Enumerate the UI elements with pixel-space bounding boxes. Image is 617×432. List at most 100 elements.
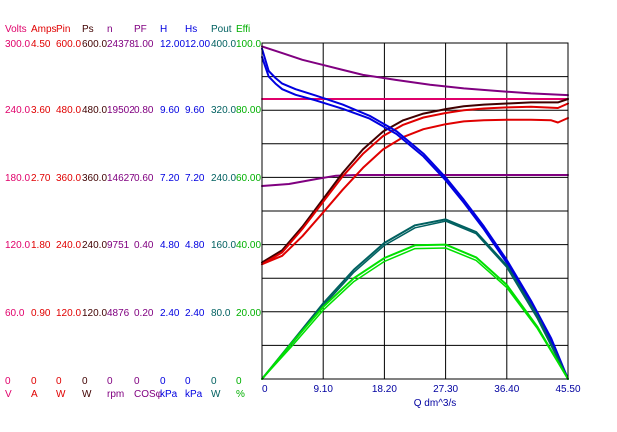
axis-header: Effi: [236, 24, 250, 35]
x-axis-label: Q dm^3/s: [414, 398, 456, 409]
axis-unit: kPa: [160, 389, 178, 400]
axis-tick-label: 0: [31, 376, 37, 387]
axis-tick-label: 80.00: [236, 105, 261, 116]
axis-tick-label: 0: [56, 376, 62, 387]
axis-tick-label: 300.0: [5, 39, 30, 50]
axis-header: Pout: [211, 24, 232, 35]
x-axis: Q dm^3/s 0 9.10 18.20 27.30 36.40 45.50: [262, 384, 581, 409]
axis-tick-label: 0: [134, 376, 140, 387]
series-line-pin: [261, 117, 569, 266]
axis-unit: A: [31, 389, 38, 400]
axis-column-ps: Ps 600.0 480.0 360.0 240.0 120.0 0 W: [82, 24, 107, 400]
series-line-h: [261, 47, 569, 380]
axis-tick-label: 24378: [107, 39, 135, 50]
axis-tick-label: 100.0: [236, 39, 261, 50]
axis-tick-label: 0: [160, 376, 166, 387]
axis-tick-label: 7.20: [185, 173, 205, 184]
curves: [261, 45, 569, 380]
axis-tick-label: 0: [82, 376, 88, 387]
axis-header: Volts: [5, 24, 27, 35]
axis-tick-label: 360.0: [56, 173, 81, 184]
axis-tick-label: 2.70: [31, 173, 51, 184]
series-line-n: [261, 174, 569, 187]
axis-tick-label: 4.80: [185, 240, 205, 251]
axis-column-hs: Hs 12.00 9.60 7.20 4.80 2.40 0 kPa: [185, 24, 210, 400]
axis-tick-label: 20.00: [236, 308, 261, 319]
axis-tick-label: 0.80: [134, 105, 154, 116]
axis-tick-label: 0: [185, 376, 191, 387]
x-tick-label: 36.40: [494, 384, 519, 395]
axis-tick-label: 0.90: [31, 308, 51, 319]
axis-header: Ps: [82, 24, 94, 35]
axis-tick-label: 3.60: [31, 105, 51, 116]
axis-tick-label: 0: [107, 376, 113, 387]
axis-column-pin: Pin 600.0 480.0 360.0 240.0 120.0 0 W: [56, 24, 81, 400]
axis-unit: COSφ: [134, 389, 163, 400]
axis-tick-label: 600.0: [82, 39, 107, 50]
x-tick-label: 18.20: [372, 384, 397, 395]
axis-tick-label: 1.80: [31, 240, 51, 251]
axis-tick-label: 120.0: [82, 308, 107, 319]
axis-tick-label: 360.0: [82, 173, 107, 184]
axis-tick-label: 480.0: [82, 105, 107, 116]
axis-header: n: [107, 24, 113, 35]
axis-tick-label: 0.60: [134, 173, 154, 184]
series-line-hs: [261, 56, 569, 380]
axis-tick-label: 0.40: [134, 240, 154, 251]
axis-column-pout: Pout 400.0 320.0 240.0 160.0 80.0 0 W: [211, 24, 236, 400]
axis-column-n: n 24378 19502 14627 9751 4876 0 rpm: [107, 24, 135, 400]
axis-tick-label: 40.00: [236, 240, 261, 251]
axis-header: Hs: [185, 24, 197, 35]
axis-column-volts: Volts 300.0 240.0 180.0 120.0 60.0 0 V: [5, 24, 30, 400]
series-line-pout: [261, 218, 569, 380]
axis-column-h: H 12.00 9.60 7.20 4.80 2.40 0 kPa: [160, 24, 185, 400]
axis-tick-label: 2.40: [160, 308, 180, 319]
series-line-pin: [261, 102, 569, 266]
axis-tick-label: 160.0: [211, 240, 236, 251]
axis-tick-label: 80.0: [211, 308, 231, 319]
axis-tick-label: 12.00: [185, 39, 210, 50]
axis-tick-label: 480.0: [56, 105, 81, 116]
x-tick-label: 27.30: [433, 384, 458, 395]
axis-tick-label: 4.50: [31, 39, 51, 50]
axis-tick-label: 0: [236, 376, 242, 387]
axis-tick-label: 400.0: [211, 39, 236, 50]
axis-column-amps: Amps 4.50 3.60 2.70 1.80 0.90 0 A: [31, 24, 57, 400]
axis-tick-label: 2.40: [185, 308, 205, 319]
series-line-effi: [261, 247, 569, 380]
left-axes: Volts300.0240.0180.0120.060.00VAmps4.503…: [5, 24, 261, 400]
axis-header: Pin: [56, 24, 70, 35]
axis-tick-label: 600.0: [56, 39, 81, 50]
axis-unit: rpm: [107, 389, 124, 400]
axis-tick-label: 1.00: [134, 39, 154, 50]
axis-tick-label: 240.0: [211, 173, 236, 184]
axis-tick-label: 9751: [107, 240, 130, 251]
axis-tick-label: 120.0: [5, 240, 30, 251]
axis-header: Amps: [31, 24, 57, 35]
axis-tick-label: 7.20: [160, 173, 180, 184]
axis-tick-label: 240.0: [5, 105, 30, 116]
axis-tick-label: 0.20: [134, 308, 154, 319]
axis-column-pf: PF 1.00 0.80 0.60 0.40 0.20 0 COSφ: [134, 24, 163, 400]
axis-unit: %: [236, 389, 245, 400]
series-line-pf: [261, 45, 569, 97]
axis-tick-label: 240.0: [56, 240, 81, 251]
axis-tick-label: 60.0: [5, 308, 25, 319]
axis-tick-label: 60.00: [236, 173, 261, 184]
series-line-ps: [261, 98, 569, 264]
plot-frame: [261, 42, 569, 380]
series-line-effi: [261, 243, 569, 380]
x-tick-label: 45.50: [555, 384, 580, 395]
axis-unit: W: [211, 389, 221, 400]
plot-border: [261, 42, 569, 380]
axis-column-effi: Effi 100.0 80.00 60.00 40.00 20.00 0%: [236, 24, 261, 400]
axis-tick-label: 4876: [107, 308, 130, 319]
axis-tick-label: 0: [211, 376, 217, 387]
axis-tick-label: 0: [5, 376, 11, 387]
axis-tick-label: 19502: [107, 105, 135, 116]
axis-header: PF: [134, 24, 147, 35]
axis-tick-label: 9.60: [160, 105, 180, 116]
axis-unit: W: [56, 389, 66, 400]
axis-unit: kPa: [185, 389, 203, 400]
